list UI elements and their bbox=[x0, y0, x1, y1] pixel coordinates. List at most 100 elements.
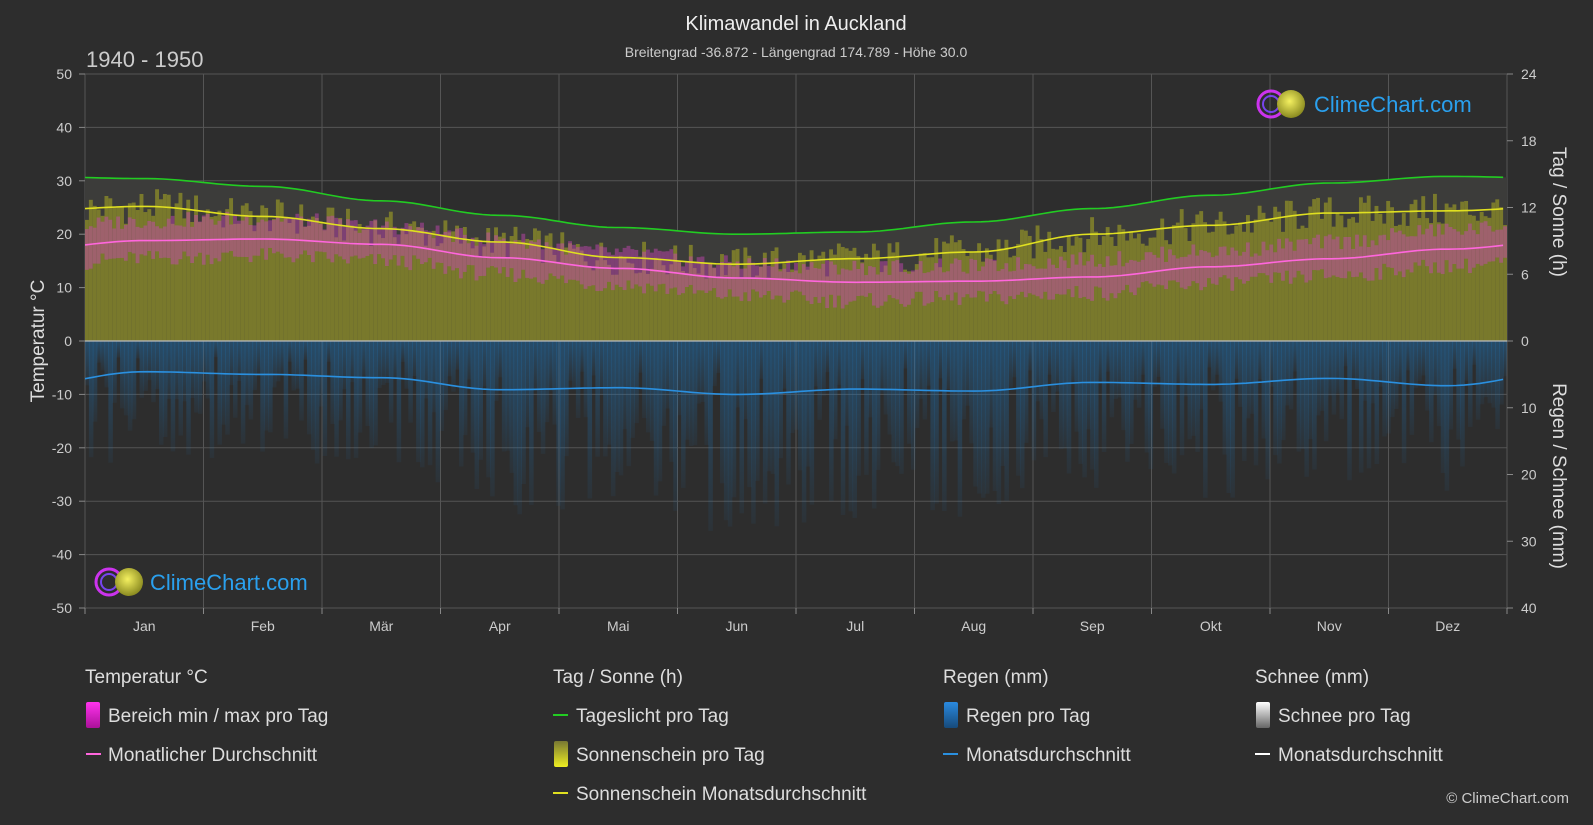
rain-bar bbox=[85, 341, 90, 386]
legend-item-daylight: Tageslicht pro Tag bbox=[576, 706, 729, 727]
temp-range-bar bbox=[1479, 222, 1485, 266]
rain-bar bbox=[139, 341, 145, 398]
rain-bar bbox=[1436, 341, 1442, 427]
rain-bar bbox=[1000, 341, 1006, 466]
sunshine-bar bbox=[1495, 199, 1500, 341]
rain-bar bbox=[817, 341, 822, 420]
sunshine-bar bbox=[443, 220, 448, 341]
rain-bar bbox=[1179, 341, 1185, 456]
temp-range-bar bbox=[568, 241, 573, 280]
temp-range-bar bbox=[794, 262, 799, 291]
sunshine-bar bbox=[661, 265, 667, 341]
rain-bar bbox=[1347, 341, 1352, 481]
rain-bar bbox=[673, 341, 678, 511]
right-bottom-tick-label: 20 bbox=[1521, 467, 1537, 483]
sunshine-bar bbox=[583, 261, 589, 341]
temp-range-bar bbox=[599, 246, 604, 291]
sunshine-bar bbox=[365, 229, 370, 341]
sunshine-bar bbox=[727, 262, 733, 341]
sunshine-bar bbox=[1456, 211, 1461, 341]
sunshine-bar bbox=[988, 254, 994, 341]
sunshine-bar bbox=[474, 237, 480, 341]
sunshine-bar bbox=[1273, 206, 1278, 341]
rain-bar bbox=[868, 341, 873, 418]
sunshine-bar bbox=[268, 231, 273, 341]
sunshine-bar bbox=[349, 225, 355, 341]
sunshine-bar bbox=[907, 271, 912, 341]
sunshine-bar bbox=[965, 256, 970, 341]
sunshine-bar bbox=[587, 266, 593, 341]
month-tick-label: Apr bbox=[489, 618, 511, 634]
rain-bar bbox=[474, 341, 480, 490]
sunshine-bar bbox=[85, 219, 90, 341]
temp-range-bar bbox=[1113, 265, 1119, 299]
rain-bar bbox=[1070, 341, 1076, 385]
temp-range-bar bbox=[942, 272, 947, 301]
sunshine-bar bbox=[622, 256, 628, 341]
rain-bar bbox=[521, 341, 526, 485]
month-tick-label: Jul bbox=[846, 618, 864, 634]
temp-range-bar bbox=[782, 268, 787, 303]
rain-bar bbox=[1257, 341, 1263, 380]
sunshine-bar bbox=[571, 248, 577, 341]
rain-bar bbox=[307, 341, 312, 435]
temp-range-bar bbox=[1023, 263, 1029, 298]
legend: Temperatur °C Bereich min / max pro Tag … bbox=[85, 667, 1443, 805]
rain-bar bbox=[591, 341, 596, 376]
temp-range-bar bbox=[848, 270, 854, 302]
right-top-tick-label: 12 bbox=[1521, 200, 1537, 216]
temp-range-bar bbox=[825, 260, 830, 309]
sunshine-bar bbox=[1475, 220, 1481, 341]
sunshine-bar bbox=[735, 248, 741, 341]
rain-bar bbox=[1047, 341, 1052, 375]
sunshine-bar bbox=[100, 215, 106, 341]
rain-bar bbox=[961, 341, 967, 420]
rain-bar bbox=[1378, 341, 1383, 387]
rain-bar bbox=[856, 341, 861, 476]
temp-range-bar bbox=[973, 259, 978, 298]
rain-bar bbox=[1105, 341, 1111, 372]
logo-sun-icon bbox=[1277, 90, 1305, 118]
sunshine-bar bbox=[123, 223, 129, 341]
sunshine-bar bbox=[334, 237, 339, 341]
rain-bar bbox=[221, 341, 226, 425]
rain-bar bbox=[1366, 341, 1372, 469]
sunshine-bar bbox=[996, 239, 1002, 341]
sunshine-bar bbox=[949, 235, 955, 341]
rain-bar bbox=[797, 341, 803, 471]
logo-bottom[interactable]: ClimeChart.com bbox=[94, 567, 308, 597]
sunshine-bar bbox=[720, 254, 725, 341]
sunshine-bar bbox=[1097, 244, 1103, 341]
series-lines bbox=[85, 175, 1507, 396]
rain-bar bbox=[1288, 341, 1294, 410]
sunshine-bar bbox=[642, 241, 647, 341]
legend-title-snow: Schnee (mm) bbox=[1255, 667, 1369, 688]
sunshine-bar bbox=[1460, 201, 1465, 341]
sunshine-bar bbox=[1471, 215, 1477, 341]
rain-bar bbox=[1113, 341, 1119, 399]
sunshine-bar bbox=[1265, 218, 1270, 341]
temp-range-bar bbox=[556, 243, 561, 279]
temp-range-bar bbox=[638, 256, 643, 287]
rain-bar bbox=[365, 341, 370, 426]
copyright[interactable]: © ClimeChart.com bbox=[1446, 790, 1569, 807]
left-tick-label: 50 bbox=[56, 66, 72, 82]
temp-range-bar bbox=[1218, 246, 1224, 278]
sunshine-bar bbox=[646, 273, 651, 341]
logo-top[interactable]: ClimeChart.com bbox=[1256, 89, 1472, 119]
rain-bar bbox=[1195, 341, 1200, 452]
rain-bar bbox=[147, 341, 152, 381]
sunshine-bar bbox=[369, 245, 374, 341]
temp-range-bar bbox=[190, 226, 195, 263]
rain-bar bbox=[346, 341, 351, 460]
sunshine-bar bbox=[236, 223, 242, 341]
rain-bar bbox=[1074, 341, 1080, 432]
sunshine-bar bbox=[1179, 209, 1185, 341]
sunshine-bar bbox=[1440, 223, 1446, 341]
temp-range-bar bbox=[992, 259, 998, 291]
temp-range-bar bbox=[478, 241, 483, 277]
sunshine-bar bbox=[1327, 197, 1333, 341]
rain-bar bbox=[1031, 341, 1037, 461]
sunshine-bar bbox=[1156, 229, 1161, 341]
sunshine-bar bbox=[684, 272, 690, 341]
